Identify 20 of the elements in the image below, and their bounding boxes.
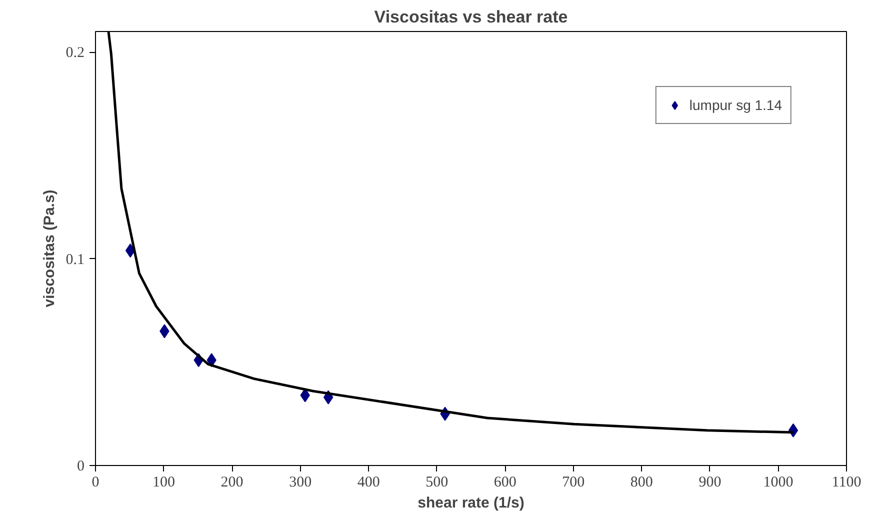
x-tick-label: 300 — [289, 474, 312, 490]
x-tick-label: 700 — [562, 474, 585, 490]
y-tick-label: 0.1 — [66, 252, 84, 268]
x-tick-label: 200 — [220, 474, 244, 490]
x-tick-label: 800 — [630, 474, 653, 490]
legend-label: lumpur sg 1.14 — [689, 97, 782, 113]
y-tick-label: 0 — [77, 458, 84, 474]
x-tick-label: 100 — [152, 474, 176, 490]
x-tick-label: 1000 — [763, 474, 794, 490]
x-tick-label: 600 — [494, 474, 516, 490]
x-tick-label: 0 — [92, 474, 100, 490]
y-axis-title: viscositas (Pa.s) — [40, 190, 58, 308]
point — [125, 244, 136, 258]
x-tick-label: 1100 — [832, 474, 862, 490]
x-tick-label: 500 — [426, 474, 448, 490]
x-tick-label: 400 — [357, 474, 380, 490]
x-axis-title: shear rate (1/s) — [418, 494, 524, 512]
y-tick-label: 0.2 — [66, 45, 84, 62]
chart-title: Viscositas vs shear rate — [374, 8, 568, 26]
x-tick-label: 900 — [698, 474, 722, 490]
